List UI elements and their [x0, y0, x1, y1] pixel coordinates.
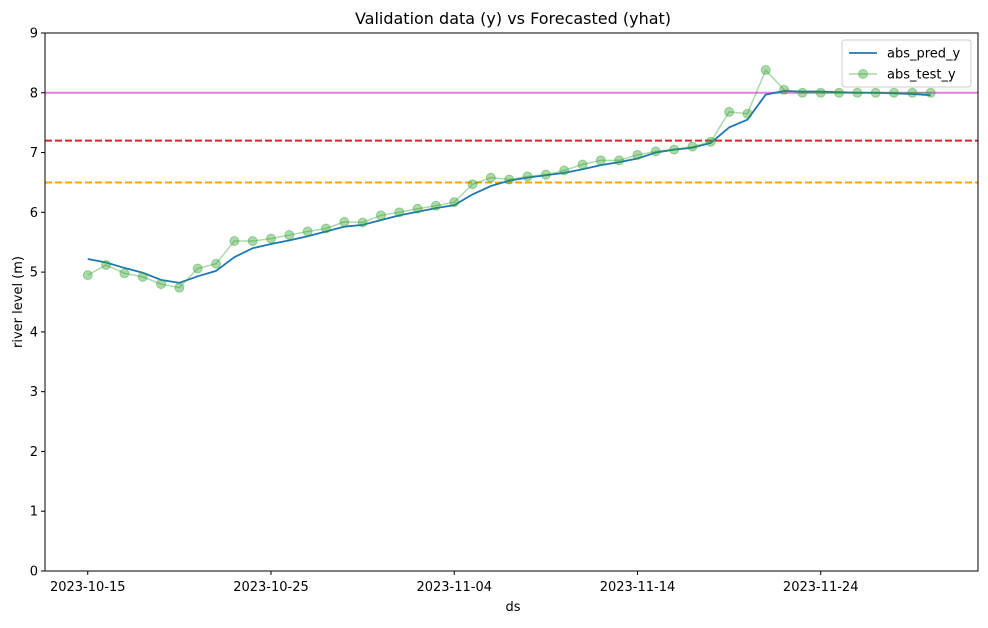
data-point: [229, 236, 240, 247]
data-point: [375, 210, 386, 221]
data-point: [632, 149, 643, 160]
data-point: [577, 159, 588, 170]
data-point: [394, 207, 405, 218]
data-point: [559, 165, 570, 176]
data-point: [302, 226, 313, 237]
data-point: [815, 87, 826, 98]
data-point: [797, 87, 808, 98]
data-point: [265, 233, 276, 244]
legend-box: [841, 39, 972, 88]
x-tick-label: 2023-11-14: [600, 580, 676, 595]
data-point: [889, 87, 900, 98]
data-point: [760, 65, 771, 76]
data-point: [101, 259, 112, 270]
data-point: [907, 87, 918, 98]
legend-entry-abs_test_y: abs_test_y: [849, 68, 956, 83]
y-tick-label: 1: [30, 505, 38, 520]
y-tick-label: 3: [30, 385, 38, 400]
legend-entry-abs_pred_y: abs_pred_y: [849, 47, 961, 62]
legend-label: abs_test_y: [887, 68, 956, 83]
data-point: [82, 270, 93, 281]
y-tick-label: 4: [30, 325, 38, 340]
y-tick-label: 6: [30, 206, 38, 221]
data-point: [357, 217, 368, 228]
data-point: [504, 174, 515, 185]
data-point: [137, 271, 148, 282]
data-point: [284, 230, 295, 241]
y-tick-label: 5: [30, 266, 38, 281]
legend-marker: [858, 69, 868, 79]
data-point: [705, 136, 716, 147]
x-axis-label: ds: [505, 600, 520, 615]
y-tick-label: 2: [30, 445, 38, 460]
data-point: [595, 155, 606, 166]
series-line: [87, 68, 931, 289]
data-point: [412, 203, 423, 214]
legend: abs_pred_y abs_test_y: [841, 39, 972, 88]
data-point: [687, 141, 698, 152]
y-axis-label: river level (m): [11, 256, 26, 348]
data-point: [925, 87, 936, 98]
x-tick-label: 2023-11-24: [783, 580, 859, 595]
data-point: [779, 84, 790, 95]
series-abs_test_y: [82, 65, 936, 293]
data-point: [211, 258, 222, 269]
data-point: [449, 197, 460, 208]
plot-frame: [44, 32, 979, 572]
data-point: [119, 268, 130, 279]
data-point: [156, 279, 167, 290]
data-point: [522, 171, 533, 182]
reference-lines: [45, 91, 978, 184]
data-point: [742, 108, 753, 119]
legend-label: abs_pred_y: [887, 47, 961, 62]
data-point: [834, 87, 845, 98]
series-line: [87, 90, 931, 284]
y-tick-label: 7: [30, 146, 38, 161]
data-point: [467, 179, 478, 190]
data-point: [650, 146, 661, 157]
y-tick-label: 0: [30, 565, 38, 580]
data-point: [614, 155, 625, 166]
x-tick-label: 2023-11-04: [416, 580, 492, 595]
data-point: [192, 263, 203, 274]
data-point: [485, 172, 496, 183]
data-point: [339, 216, 350, 227]
x-tick-label: 2023-10-25: [233, 580, 309, 595]
series-layer: [82, 65, 936, 293]
data-point: [430, 200, 441, 211]
series-abs_pred_y: [87, 90, 931, 284]
data-point: [320, 223, 331, 234]
y-tick-label: 8: [30, 86, 38, 101]
data-point: [174, 282, 185, 293]
data-point: [852, 87, 863, 98]
data-point: [669, 144, 680, 155]
data-point: [540, 169, 551, 180]
data-point: [724, 106, 735, 117]
y-tick-label: 9: [30, 27, 38, 42]
x-tick-label: 2023-10-15: [50, 580, 126, 595]
chart-title: Validation data (y) vs Forecasted (yhat): [355, 9, 671, 28]
data-point: [870, 87, 881, 98]
data-point: [247, 236, 258, 247]
axes-layer: 0 1 2 3 4 5 6 7 8 9 2023-10-15 2023-10-25 2023-11-04…: [30, 27, 979, 595]
